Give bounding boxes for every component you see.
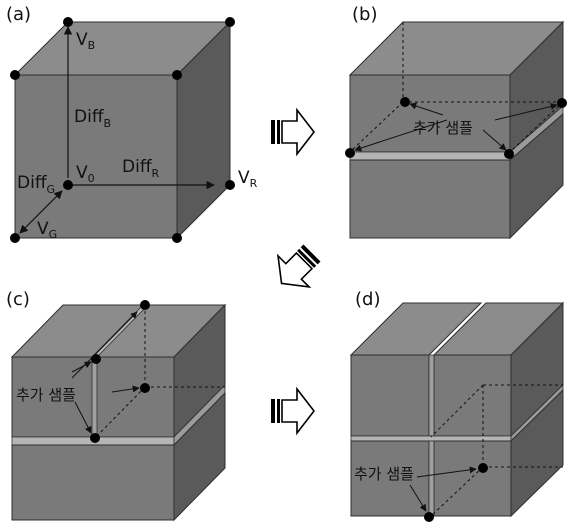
upper-block-front: [349, 74, 511, 153]
callout-arrow: [354, 119, 448, 152]
split-gap: [349, 151, 511, 161]
vertical-split-front: [91, 356, 98, 438]
flow-arrow-right-icon: [271, 107, 316, 157]
added-sample-label: 추가 샘플: [354, 465, 414, 483]
callout-arrow: [111, 385, 140, 393]
panel-b: (b) 추가 샘플: [345, 4, 567, 240]
label-vg: VG: [37, 219, 57, 241]
lower-left-block-front: [350, 440, 430, 517]
added-sample-point: [140, 383, 150, 393]
added-sample-point: [557, 98, 567, 108]
added-sample-point: [91, 354, 101, 364]
point-corner: [10, 70, 20, 80]
panel-label-d: (d): [355, 289, 380, 310]
callout-arrow: [416, 466, 477, 478]
point-v0: [63, 180, 73, 190]
callout-arrow: [74, 401, 92, 434]
lower-block-front: [11, 444, 175, 521]
label-vr: VR: [238, 168, 258, 190]
lower-block-front: [349, 159, 511, 239]
lower-right-block-front: [433, 440, 512, 517]
flow-arrow-right-icon: [271, 386, 316, 436]
point-vg: [10, 233, 20, 243]
point-vb: [63, 17, 73, 27]
callout-arrow: [482, 129, 507, 151]
added-sample-point: [345, 148, 355, 158]
callout-arrow: [494, 103, 558, 121]
panel-a: (a) VB DiffB V0 DiffR VR DiffG VG: [6, 4, 258, 243]
panel-label-c: (c): [6, 289, 30, 310]
callout-arrow: [71, 361, 92, 373]
added-sample-label: 추가 샘플: [16, 386, 76, 404]
label-diff-g: DiffG: [17, 173, 55, 196]
added-sample-point: [504, 149, 514, 159]
added-sample-point: [424, 512, 434, 522]
added-sample-point: [90, 433, 100, 443]
hidden-edge: [509, 101, 564, 153]
label-diff-r: DiffR: [122, 157, 160, 180]
panel-label-a: (a): [6, 4, 31, 25]
diff-g-arrow: [19, 190, 63, 234]
point-corner: [225, 17, 235, 27]
upper-left-block-front: [350, 354, 430, 437]
callout-arrow: [409, 102, 444, 116]
flow-arrow-down-left-icon: [276, 244, 321, 289]
vertical-split-front: [428, 354, 435, 437]
vertical-split-front: [428, 440, 435, 517]
point-corner: [172, 70, 182, 80]
added-sample-point: [140, 300, 150, 310]
point-corner: [172, 233, 182, 243]
hidden-edge: [430, 384, 484, 438]
panel-label-b: (b): [352, 4, 377, 25]
added-sample-label: 추가 샘플: [413, 119, 473, 137]
callout-arrow: [409, 484, 427, 512]
panel-d: (d) 추가 샘플: [349, 289, 565, 522]
label-diff-b: DiffB: [74, 107, 111, 130]
panel-c: (c) 추가 샘플: [6, 289, 227, 522]
added-sample-point: [400, 97, 410, 107]
callout-arrow: [71, 311, 138, 379]
label-vb: VB: [76, 30, 95, 52]
hidden-edge: [349, 101, 404, 153]
added-sample-point: [478, 463, 488, 473]
point-vr: [225, 180, 235, 190]
label-v0: V0: [76, 163, 95, 185]
